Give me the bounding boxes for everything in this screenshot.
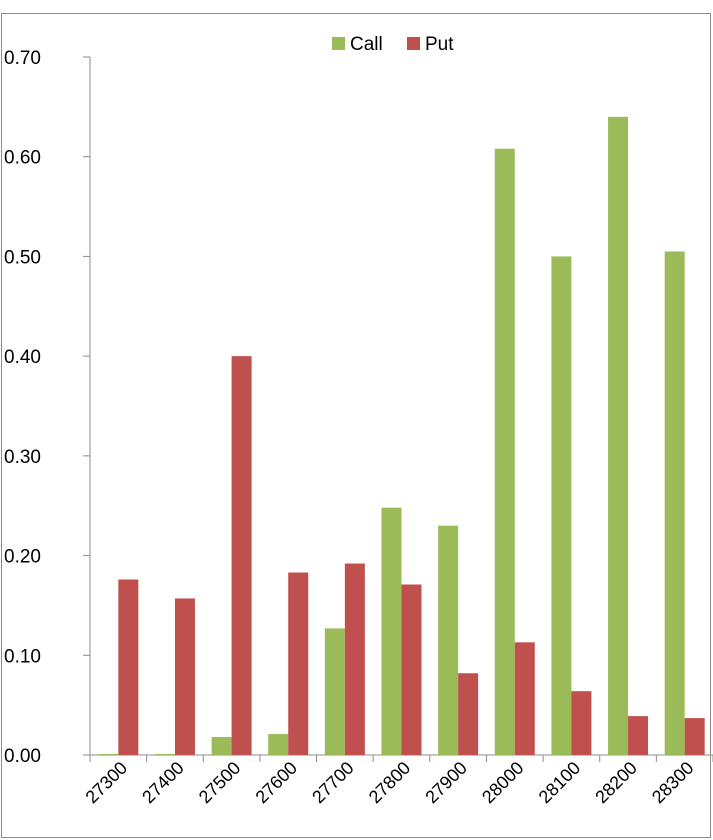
bar-call-28100 xyxy=(551,256,572,755)
bar-call-27600 xyxy=(268,734,289,755)
y-tick-label: 0.40 xyxy=(4,347,41,368)
x-tick-label: 28300 xyxy=(648,758,698,808)
bar-put-28000 xyxy=(514,642,535,755)
bar-put-27300 xyxy=(118,579,139,755)
bar-put-27700 xyxy=(344,563,365,755)
y-tick-label: 0.10 xyxy=(4,646,41,667)
y-tick-label: 0.50 xyxy=(4,247,41,268)
x-tick-label: 27400 xyxy=(138,758,188,808)
y-tick-label: 0.30 xyxy=(4,447,41,468)
bar-call-27900 xyxy=(438,525,459,755)
bar-put-27400 xyxy=(174,598,195,755)
y-tick-label: 0.70 xyxy=(4,48,41,69)
y-tick-label: 0.00 xyxy=(4,746,41,767)
bar-call-27800 xyxy=(381,507,402,755)
legend: Call Put xyxy=(332,34,454,55)
bar-call-28200 xyxy=(608,116,629,756)
legend-label-put: Put xyxy=(425,34,454,55)
legend-label-call: Call xyxy=(350,34,383,55)
x-tick-label: 28100 xyxy=(535,758,585,808)
y-tick-label: 0.60 xyxy=(4,148,41,169)
bar-call-27700 xyxy=(324,628,345,755)
bar-put-27900 xyxy=(458,673,479,755)
x-tick-label: 27900 xyxy=(421,758,471,808)
x-tick-label: 27600 xyxy=(252,758,302,808)
legend-swatch-call xyxy=(332,37,345,50)
x-tick-label: 28200 xyxy=(591,758,641,808)
x-tick-label: 27500 xyxy=(195,758,245,808)
bar-call-27500 xyxy=(211,737,232,755)
bar-put-28100 xyxy=(571,691,592,755)
x-tick-label: 27800 xyxy=(365,758,415,808)
bar-call-28000 xyxy=(494,148,515,756)
y-tick-label: 0.20 xyxy=(4,547,41,568)
bar-put-27800 xyxy=(401,584,422,755)
bar-call-28300 xyxy=(664,251,685,755)
x-tick-label: 27700 xyxy=(308,758,358,808)
legend-swatch-put xyxy=(407,37,420,50)
bar-put-27500 xyxy=(231,356,252,755)
bars xyxy=(98,116,705,756)
x-axis: 27300 27400 27500 27600 27700 27800 27900 28000… xyxy=(82,754,713,808)
bar-put-27600 xyxy=(288,572,309,755)
x-tick-label: 27300 xyxy=(82,758,132,808)
bar-call-27400 xyxy=(154,754,175,755)
bar-call-27300 xyxy=(98,754,119,755)
bar-put-28300 xyxy=(684,718,705,755)
y-axis: 0.00 0.10 0.20 0.30 0.40 0.50 0.60 0.70 xyxy=(4,48,91,767)
bar-put-28200 xyxy=(628,716,649,755)
x-tick-label: 28000 xyxy=(478,758,528,808)
